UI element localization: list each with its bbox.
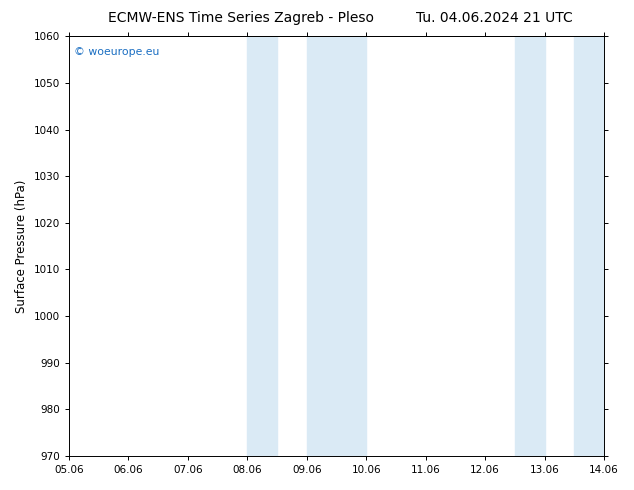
Text: © woeurope.eu: © woeurope.eu [74,47,160,57]
Bar [307,36,366,456]
Text: Tu. 04.06.2024 21 UTC: Tu. 04.06.2024 21 UTC [416,11,573,25]
Text: ECMW-ENS Time Series Zagreb - Pleso: ECMW-ENS Time Series Zagreb - Pleso [108,11,374,25]
Bar [247,36,277,456]
Bar [574,36,604,456]
Bar [515,36,545,456]
Y-axis label: Surface Pressure (hPa): Surface Pressure (hPa) [15,179,28,313]
